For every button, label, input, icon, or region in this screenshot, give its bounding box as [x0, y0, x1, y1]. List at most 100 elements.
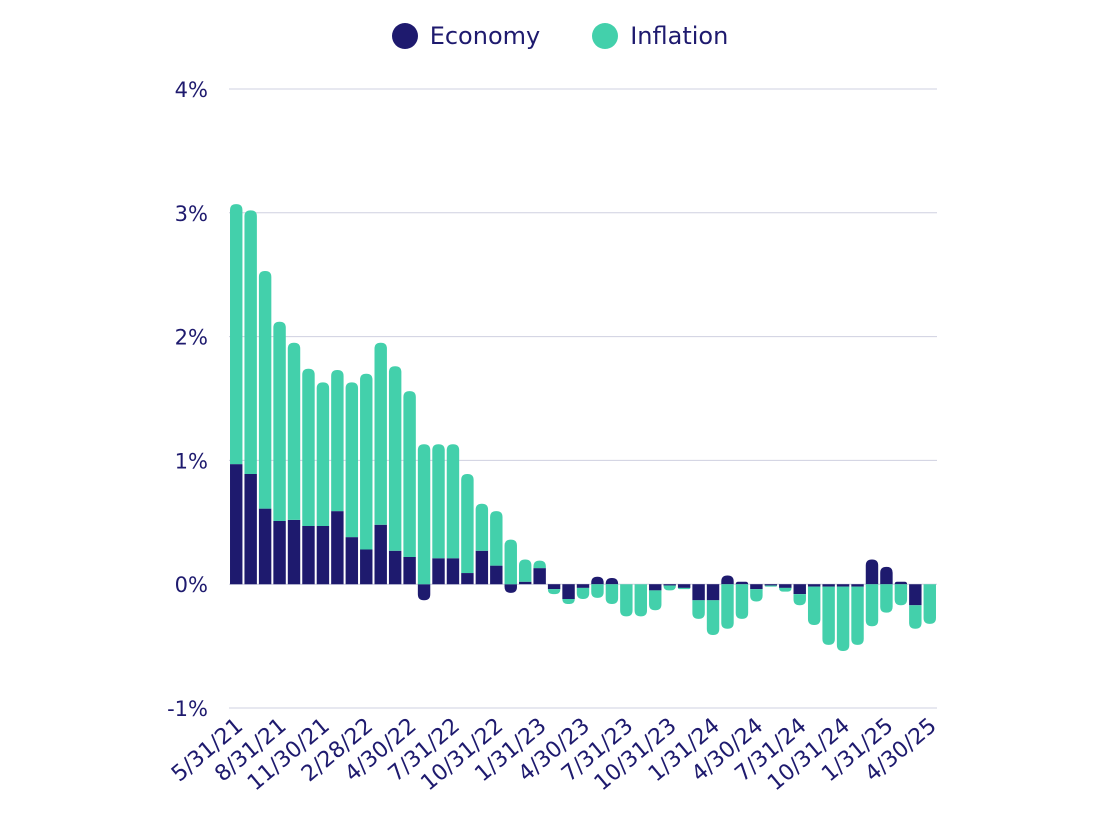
inflation-bar-segment	[302, 368, 315, 527]
y-tick-label: 3%	[175, 202, 208, 226]
economy-bar-segment	[779, 584, 792, 588]
inflation-bar-segment	[345, 382, 359, 538]
economy-bar-segment	[504, 584, 517, 593]
economy-bar-segment	[461, 573, 474, 585]
inflation-bar-segment	[562, 599, 575, 605]
economy-bar-segment	[605, 578, 619, 585]
economy-bar-segment	[302, 526, 315, 585]
economy-bar-segment	[475, 550, 489, 585]
legend-label-inflation: Inflation	[630, 22, 729, 50]
y-tick-label: 2%	[175, 326, 208, 350]
inflation-bar-segment	[880, 584, 893, 613]
inflation-bar-segment	[244, 210, 257, 475]
economy-bar-segment	[735, 581, 749, 585]
inflation-bar-segment	[374, 342, 387, 525]
inflation-bar-segment	[388, 366, 402, 551]
inflation-bar-segment	[851, 586, 864, 645]
inflation-bar-segment	[909, 605, 922, 629]
inflation-bar-segment	[576, 587, 590, 600]
inflation-bar-segment	[634, 584, 648, 617]
economy-bar-segment	[388, 550, 402, 585]
inflation-bar-segment	[518, 559, 532, 582]
inflation-bar-segment	[663, 585, 676, 591]
economy-bar-segment	[909, 584, 922, 606]
economy-bar-segment	[345, 537, 359, 585]
legend-label-economy: Economy	[429, 22, 541, 50]
inflation-bar-segment	[230, 204, 243, 465]
inflation-bar-segment	[706, 600, 720, 635]
economy-bar-segment	[894, 581, 908, 585]
economy-bar-segment	[764, 584, 778, 586]
y-tick-label: -1%	[167, 697, 208, 721]
inflation-bar-segment	[836, 586, 850, 652]
inflation-bar-segment	[807, 586, 821, 626]
economy-bar-segment	[244, 474, 257, 585]
economy-bar-segment	[547, 584, 561, 590]
chart-legend: Economy Inflation	[0, 22, 1120, 50]
inflation-bar-segment	[865, 584, 879, 627]
economy-bar-segment	[490, 565, 503, 585]
economy-bar-segment	[836, 584, 850, 587]
y-tick-label: 0%	[175, 573, 208, 597]
economy-bar-segment	[446, 558, 460, 585]
economy-bar-segment	[287, 519, 301, 585]
inflation-bar-segment	[403, 391, 416, 557]
inflation-bar-segment	[677, 587, 691, 590]
inflation-bar-segment	[446, 444, 460, 559]
inflation-bar-segment	[360, 373, 373, 550]
y-tick-label: 4%	[175, 78, 208, 102]
economy-bar-segment	[576, 584, 590, 588]
economy-bar-segment	[230, 464, 243, 585]
inflation-bar-segment	[692, 600, 705, 619]
inflation-bar-segment	[432, 444, 445, 559]
inflation-bar-segment	[461, 474, 474, 574]
inflation-bar-segment	[793, 594, 806, 606]
economy-bar-segment	[562, 584, 575, 600]
economy-bar-segment	[750, 584, 763, 590]
inflation-bar-segment	[331, 370, 344, 512]
economy-bar-segment	[432, 558, 445, 585]
economy-bar-segment	[316, 526, 330, 585]
economy-bar-segment	[331, 511, 344, 585]
legend-item-inflation[interactable]: Inflation	[592, 22, 728, 50]
economy-bar-segment	[721, 575, 734, 585]
inflation-bar-segment	[287, 342, 301, 520]
economy-bar-segment	[880, 566, 893, 585]
economy-bar-segment	[822, 584, 835, 587]
inflation-bar-segment	[721, 584, 734, 629]
economy-bar-segment	[403, 556, 416, 585]
economy-bar-segment	[692, 584, 705, 601]
inflation-bar-segment	[620, 584, 633, 617]
economy-bar-segment	[865, 559, 879, 585]
economy-bar-segment	[258, 508, 272, 585]
economy-bar-segment	[851, 584, 864, 587]
economy-bar-segment	[706, 584, 720, 601]
x-axis: 5/31/218/31/2111/30/212/28/224/30/227/31…	[167, 713, 942, 796]
inflation-bar-segment	[779, 587, 792, 592]
economy-bar-segment	[807, 584, 821, 587]
economy-bar-segment	[360, 549, 373, 585]
economy-bar-segment	[518, 581, 532, 585]
y-axis: 4% 3% 2% 1% 0% -1%	[167, 78, 208, 721]
inflation-bar-segment	[475, 503, 489, 551]
inflation-bar-segment	[605, 584, 619, 605]
economy-swatch-icon	[391, 23, 418, 49]
economy-bar-segment	[677, 584, 691, 588]
y-tick-label: 1%	[175, 449, 208, 473]
inflation-bar-segment	[490, 511, 503, 566]
legend-item-economy[interactable]: Economy	[391, 22, 541, 50]
economy-bar-segment	[273, 521, 286, 585]
inflation-bar-segment	[316, 382, 330, 527]
inflation-bar-segment	[273, 321, 286, 522]
inflation-swatch-icon	[592, 23, 619, 49]
economy-bar-segment	[417, 584, 431, 601]
bar-layer	[230, 204, 936, 652]
inflation-bar-segment	[547, 589, 561, 595]
inflation-bar-segment	[417, 444, 431, 585]
inflation-bar-segment	[533, 560, 546, 569]
inflation-bar-segment	[764, 585, 778, 587]
economy-bar-segment	[374, 524, 387, 585]
economy-bar-segment	[533, 568, 546, 585]
economy-bar-segment	[649, 584, 662, 591]
